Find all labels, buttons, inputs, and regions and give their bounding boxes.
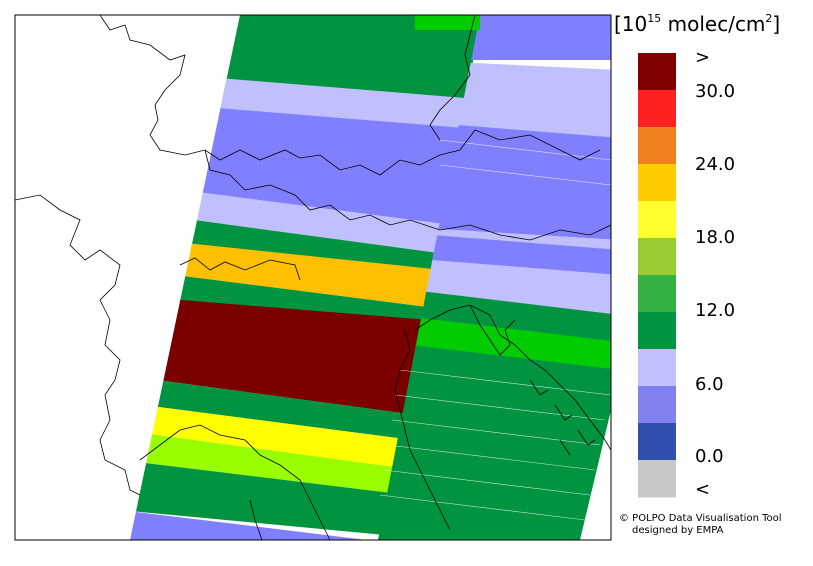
colorbar-swatch-11 [638, 460, 676, 498]
borders [15, 15, 611, 540]
islands-croatia [529, 379, 596, 456]
credit-line-1: © POLPO Data Visualisation Tool [619, 513, 782, 524]
border-italy-north [179, 257, 301, 281]
border-alps-south [204, 149, 611, 241]
coast-adriatic-west [394, 329, 451, 531]
colorbar-swatch-10 [638, 423, 676, 461]
top-bright-green-patch [415, 15, 480, 30]
colorbar-swatch-1 [638, 90, 676, 128]
colorbar-swatch-2 [638, 127, 676, 165]
legend-unit-label: [1015 molec/cm2] [614, 12, 780, 36]
legend-tick-6: 6.0 [695, 374, 724, 395]
rstrip-lavender-light-3 [378, 255, 611, 318]
credit-line-2: designed by EMPA [632, 525, 724, 536]
colorbar-swatch-3 [638, 164, 676, 202]
satellite-swath [130, 15, 611, 540]
legend-tick-12: 12.0 [695, 300, 735, 321]
map-frame [14, 14, 612, 541]
colorbar-swatch-4 [638, 201, 676, 239]
colorbar-swatch-7 [638, 312, 676, 350]
colorbar-swatch-9 [638, 386, 676, 424]
colorbar-swatch-0 [638, 53, 676, 91]
strip-lavender-bottom [130, 510, 480, 540]
rstrip-bright-green [378, 312, 611, 372]
colorbar [638, 53, 676, 498]
legend-tick-18: 18.0 [695, 227, 735, 248]
border-western-france [15, 194, 141, 496]
strip-dark-red [130, 295, 480, 425]
legend-top-marker: > [695, 47, 710, 68]
rstrip-green-2 [378, 340, 611, 540]
corsica-hint [249, 499, 263, 540]
rstrip-green-1 [378, 285, 611, 345]
legend-tick-24: 24.0 [695, 154, 735, 175]
strip-green-3 [130, 268, 480, 330]
strip-orange [130, 236, 480, 315]
strip-lavender-light-2 [130, 182, 480, 260]
coast-ligurian [139, 424, 331, 540]
coast-istria [469, 304, 516, 356]
border-north-germany [429, 15, 476, 141]
colorbar-swatch-5 [638, 238, 676, 276]
border-france-switzerland [99, 15, 601, 176]
colorbar-swatch-8 [638, 349, 676, 387]
legend-tick-30: 30.0 [695, 81, 735, 102]
coast-slovenia-croatia [414, 304, 611, 451]
swath-seams [379, 139, 611, 521]
strip-green-4 [130, 375, 480, 450]
colorbar-swatch-6 [638, 275, 676, 313]
legend-bottom-marker: < [695, 479, 710, 500]
legend-tick-0: 0.0 [695, 446, 724, 467]
